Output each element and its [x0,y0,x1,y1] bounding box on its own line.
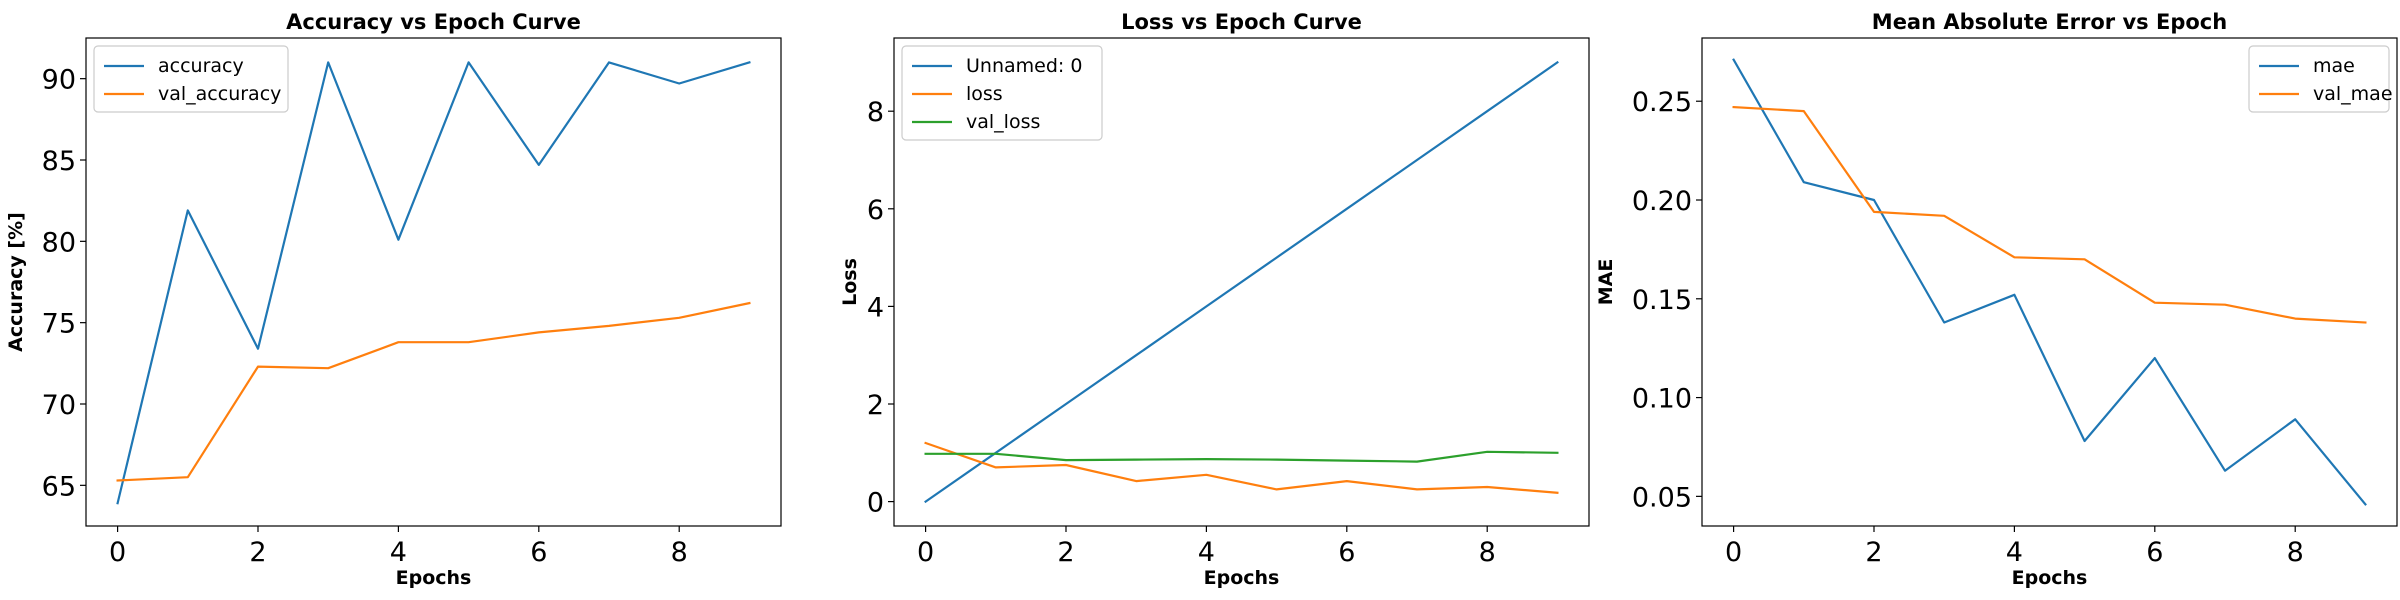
x-axis-label: Epochs [396,567,472,589]
legend-label: val_mae [2313,83,2393,105]
legend-box [2248,45,2390,113]
y-axis-label: Accuracy [%] [5,212,27,352]
y-tick-label: 6 [867,195,884,226]
chart-title: Mean Absolute Error vs Epoch [1872,10,2227,34]
y-tick-label: 0.15 [1632,285,1692,316]
legend: Unnamed: 0 loss val_loss [901,45,1103,141]
y-axis-label: MAE [1595,259,1617,306]
y-tick-label: 2 [867,390,884,421]
x-tick-label: 4 [390,537,407,568]
y-tick-label: 8 [867,97,884,128]
chart-title: Accuracy vs Epoch Curve [286,10,581,34]
y-tick-label: 0.20 [1632,186,1692,217]
chart-panel-2: 0 2 4 6 8 0 2 4 6 8 Loss vs Epoch Curve Epochs Loss U… [839,10,1590,589]
legend-label: Unnamed: 0 [966,55,1082,77]
x-tick-label: 2 [1865,537,1882,568]
x-tick-label: 0 [917,537,934,568]
legend: accuracy val_accuracy [93,45,289,113]
x-axis-label: Epochs [2012,567,2088,589]
series-line-val-accuracy [116,301,751,482]
x-tick-label: 6 [530,537,547,568]
x-axis-label: Epochs [1204,567,1280,589]
legend-label: mae [2313,55,2355,77]
y-tick-label: 0.25 [1632,87,1692,118]
legend-box [901,45,1103,141]
chart-panel-1: 0 2 4 6 8 65 70 75 80 85 90 Accuracy vs Epoch Curve… [5,10,782,589]
x-tick-label: 8 [2287,537,2304,568]
x-tick-label: 0 [1725,537,1742,568]
axes-frame [893,37,1590,527]
y-tick-label: 70 [42,390,76,421]
series-line-accuracy [116,61,751,505]
y-tick-label: 90 [42,65,76,96]
legend-label: val_accuracy [158,83,281,105]
x-tick-label: 8 [1479,537,1496,568]
series-line-loss [924,441,1559,494]
y-tick-label: 85 [42,146,76,177]
y-tick-label: 0.10 [1632,384,1692,415]
chart-panel-3: 0 2 4 6 8 0.05 0.10 0.15 0.20 0.25 Mean Absolute E… [1595,10,2398,589]
x-tick-label: 4 [2006,537,2023,568]
series-line-val-loss [924,450,1559,463]
y-tick-label: 0.05 [1632,482,1692,513]
legend-label: val_loss [966,111,1040,133]
y-tick-label: 0 [867,488,884,519]
x-tick-label: 2 [249,537,266,568]
series-line-unnamed-0 [924,60,1559,504]
x-tick-label: 2 [1057,537,1074,568]
legend-label: loss [966,83,1003,105]
x-tick-label: 6 [2146,537,2163,568]
y-tick-label: 4 [867,292,884,323]
legend-box [93,45,289,113]
y-tick-label: 65 [42,471,76,502]
x-tick-label: 6 [1338,537,1355,568]
x-tick-label: 4 [1198,537,1215,568]
x-tick-label: 0 [109,537,126,568]
legend-label: accuracy [158,55,244,77]
x-tick-label: 8 [671,537,688,568]
axes-frame [1701,37,2398,527]
y-tick-label: 80 [42,227,76,258]
series-line-mae [1732,58,2367,506]
axes-frame [85,37,782,527]
y-axis-label: Loss [839,258,861,306]
series-line-val-mae [1732,105,2367,324]
chart-title: Loss vs Epoch Curve [1121,10,1362,34]
legend: mae val_mae [2248,45,2393,113]
y-tick-label: 75 [42,309,76,340]
